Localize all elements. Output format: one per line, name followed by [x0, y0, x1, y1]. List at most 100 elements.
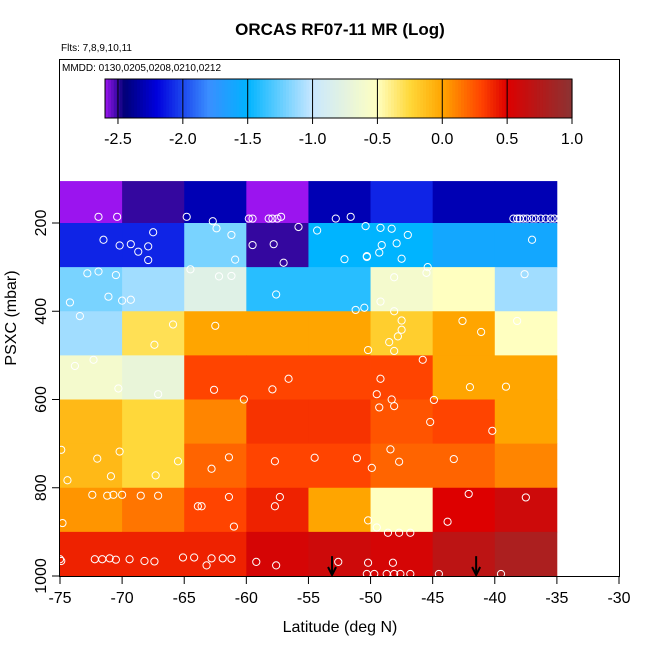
colorbar-swatch	[233, 79, 237, 118]
colorbar-swatch	[105, 79, 109, 118]
observation-point	[277, 212, 286, 221]
colorbar-swatch	[280, 79, 284, 118]
colorbar-swatch	[294, 79, 299, 118]
colorbar-swatch	[478, 79, 483, 118]
observation-point	[397, 254, 406, 263]
colorbar-swatch	[361, 79, 366, 118]
colorbar-swatch	[364, 79, 369, 118]
observation-point	[190, 553, 199, 562]
observation-point	[331, 214, 340, 223]
observation-point	[501, 382, 511, 391]
observation-point	[154, 390, 163, 399]
x-tick-label: -30	[607, 590, 630, 607]
heatmap-cell	[122, 181, 185, 224]
observation-point	[361, 221, 370, 231]
colorbar-swatch	[388, 79, 392, 118]
observation-point	[273, 214, 282, 223]
colorbar-swatch	[318, 79, 322, 118]
heatmap-cell	[308, 181, 371, 224]
y-tick-label: 1000	[33, 558, 50, 594]
observation-point	[275, 492, 284, 502]
colorbar-swatch	[472, 79, 477, 118]
colorbar-swatch	[481, 79, 486, 118]
heatmap-cell	[308, 443, 371, 489]
observation-point	[248, 240, 257, 250]
heatmap-cell	[122, 487, 185, 533]
observation-point	[214, 272, 224, 281]
x-tick-label: -75	[48, 590, 71, 607]
colorbar-swatch	[134, 79, 138, 118]
heatmap-cell	[184, 443, 247, 489]
heatmap-cell	[494, 443, 558, 489]
observation-point	[244, 214, 253, 223]
heatmap-cell	[370, 355, 434, 400]
colorbar-swatch	[335, 79, 340, 118]
heatmap-cell	[494, 311, 558, 356]
observation-point	[443, 517, 452, 526]
colorbar-swatch	[431, 79, 436, 118]
heatmap-cell	[494, 355, 558, 400]
colorbar-swatch	[283, 79, 287, 118]
colorbar-swatch	[367, 79, 372, 118]
observation-point	[377, 240, 386, 250]
observation-point	[390, 402, 399, 411]
colorbar-swatch	[329, 79, 334, 118]
observation-point	[65, 298, 75, 307]
colorbar-swatch	[151, 79, 156, 118]
observation-point	[363, 558, 373, 567]
colorbar-swatch	[528, 79, 532, 118]
colorbar-swatch	[137, 79, 141, 118]
heatmap-cell	[432, 267, 496, 312]
observation-point	[144, 255, 153, 265]
colorbar-swatch	[227, 79, 232, 118]
heatmap-cell	[432, 487, 496, 533]
observation-point	[340, 255, 349, 264]
heatmap-cell	[308, 355, 371, 400]
observation-point	[372, 523, 381, 532]
observation-point	[149, 228, 158, 237]
observation-point	[140, 556, 149, 566]
colorbar-swatch	[534, 79, 538, 118]
colorbar-swatch	[443, 79, 448, 118]
colorbar-swatch	[277, 79, 281, 118]
observation-point	[372, 390, 381, 399]
colorbar-swatch	[131, 79, 135, 118]
observation-point	[346, 212, 355, 221]
observation-point	[390, 307, 399, 316]
observation-point	[422, 268, 431, 277]
heatmap-cell	[246, 267, 309, 312]
colorbar-swatch	[566, 79, 570, 118]
colorbar-tick-label: -1.5	[234, 131, 262, 148]
x-tick-label: -70	[111, 590, 134, 607]
heatmap-cell	[122, 399, 185, 445]
colorbar-swatch	[513, 79, 518, 118]
y-tick-label: 400	[33, 298, 50, 325]
colorbar-swatch	[507, 79, 512, 118]
observation-point	[279, 258, 288, 267]
colorbar-swatch	[119, 79, 124, 118]
colorbar-swatch	[385, 79, 389, 118]
colorbar-swatch	[113, 79, 118, 118]
colorbar-swatch	[183, 79, 188, 118]
colorbar-swatch	[309, 79, 313, 118]
observation-point	[370, 569, 379, 579]
observation-point	[106, 472, 116, 481]
observation-point	[202, 561, 211, 570]
observation-point	[395, 457, 404, 466]
observation-point	[375, 248, 384, 257]
colorbar-swatch	[250, 79, 255, 118]
observation-point	[496, 569, 506, 579]
colorbar-swatch	[516, 79, 521, 118]
heatmap-cell	[308, 267, 371, 312]
colorbar-swatch	[236, 79, 240, 118]
y-tick-label: 800	[33, 474, 50, 501]
colorbar-swatch	[356, 79, 360, 118]
colorbar-swatch	[455, 79, 459, 118]
observation-point	[151, 471, 160, 480]
heatmap-cell	[432, 181, 496, 224]
heatmap-cell	[432, 443, 496, 489]
observation-points	[55, 212, 564, 579]
observation-point	[115, 447, 124, 456]
observation-point	[426, 417, 435, 427]
colorbar-swatch	[411, 79, 415, 118]
